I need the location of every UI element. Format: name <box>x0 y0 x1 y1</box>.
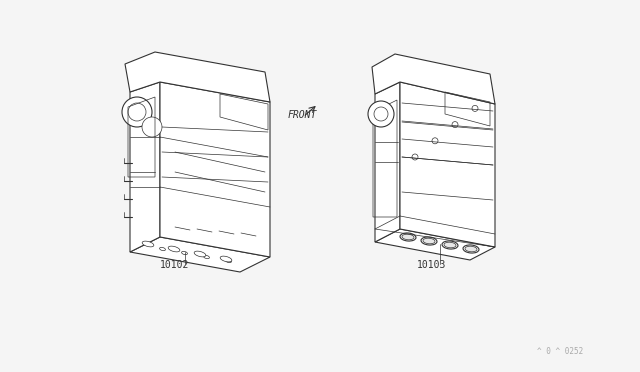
Circle shape <box>368 101 394 127</box>
Ellipse shape <box>421 237 437 245</box>
Polygon shape <box>375 82 400 242</box>
Ellipse shape <box>142 241 154 247</box>
Ellipse shape <box>220 256 232 262</box>
Polygon shape <box>375 229 495 260</box>
Polygon shape <box>125 52 270 102</box>
Ellipse shape <box>465 246 477 252</box>
Circle shape <box>128 103 146 121</box>
Text: FRONT: FRONT <box>288 110 317 120</box>
Polygon shape <box>400 82 495 247</box>
Circle shape <box>452 122 458 128</box>
Ellipse shape <box>442 241 458 249</box>
Polygon shape <box>160 82 270 257</box>
Ellipse shape <box>168 246 180 252</box>
Circle shape <box>472 105 478 111</box>
Ellipse shape <box>423 238 435 244</box>
Circle shape <box>122 97 152 127</box>
Ellipse shape <box>463 245 479 253</box>
Circle shape <box>374 107 388 121</box>
Ellipse shape <box>204 255 209 259</box>
Circle shape <box>142 117 162 137</box>
Text: 10103: 10103 <box>417 260 447 270</box>
Ellipse shape <box>194 251 206 257</box>
Ellipse shape <box>182 251 188 255</box>
Ellipse shape <box>159 247 165 251</box>
Ellipse shape <box>400 233 416 241</box>
Ellipse shape <box>225 259 232 263</box>
Polygon shape <box>372 54 495 104</box>
Polygon shape <box>130 237 270 272</box>
Polygon shape <box>130 82 160 252</box>
Text: ^ 0 ^ 0252: ^ 0 ^ 0252 <box>537 347 583 356</box>
Circle shape <box>412 154 418 160</box>
Text: 10102: 10102 <box>160 260 189 270</box>
Circle shape <box>432 138 438 144</box>
Ellipse shape <box>444 242 456 248</box>
Ellipse shape <box>402 234 414 240</box>
